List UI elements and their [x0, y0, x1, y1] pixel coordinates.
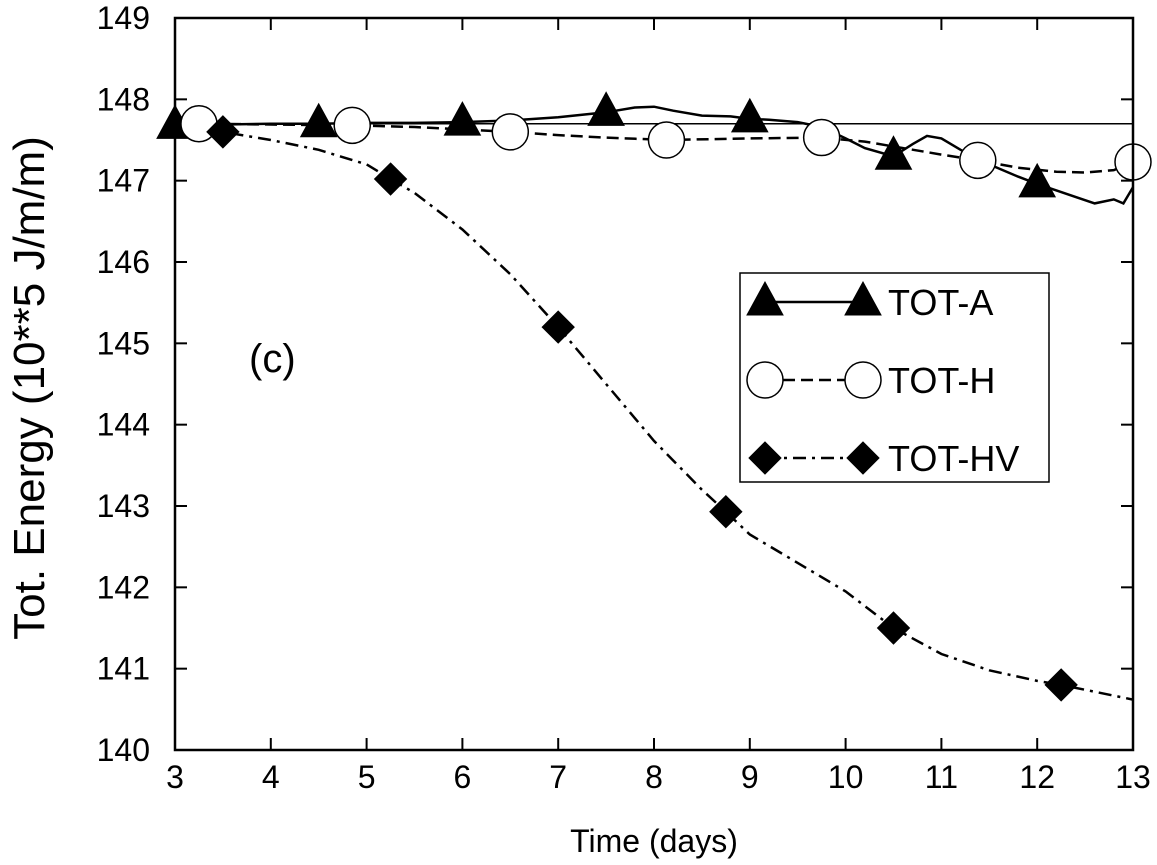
marker-tot-a — [443, 101, 482, 136]
series-markers — [156, 91, 1152, 702]
x-tick-label: 10 — [828, 759, 864, 795]
legend-label-tot-a: TOT-A — [888, 282, 993, 323]
legend-marker-tot-a — [844, 280, 882, 316]
y-tick-label: 149 — [97, 0, 150, 36]
marker-tot-hv — [373, 162, 408, 196]
legend-marker-tot-h — [844, 361, 882, 399]
y-tick-label: 148 — [97, 81, 150, 117]
x-tick-label: 9 — [741, 759, 759, 795]
x-axis-title: Time (days) — [570, 823, 738, 859]
panel-label: (c) — [249, 337, 296, 381]
legend: TOT-A TOT-H TOT-HV — [739, 272, 1050, 483]
x-tick-label: 11 — [925, 759, 958, 795]
marker-tot-hv — [1044, 668, 1078, 702]
y-tick-label: 147 — [97, 163, 150, 199]
marker-tot-h — [333, 106, 371, 145]
marker-tot-a — [587, 91, 625, 126]
marker-tot-h — [647, 121, 686, 159]
x-tick-label: 6 — [454, 759, 472, 795]
marker-tot-a — [730, 97, 769, 133]
y-tick-label: 140 — [97, 732, 150, 768]
y-tick-label: 143 — [97, 488, 150, 524]
marker-tot-hv — [206, 115, 240, 149]
y-tick-label: 146 — [97, 244, 150, 280]
marker-tot-h — [491, 113, 530, 151]
marker-tot-a — [1018, 162, 1057, 198]
y-tick-label: 145 — [97, 325, 150, 361]
marker-tot-hv — [709, 494, 743, 529]
marker-tot-a — [299, 102, 338, 138]
x-tick-label: 7 — [549, 759, 567, 795]
legend-marker-tot-h — [746, 361, 784, 399]
legend-marker-tot-hv — [846, 441, 880, 475]
series-line-tot-hv — [175, 124, 1133, 701]
x-tick-label: 12 — [1019, 759, 1055, 795]
x-tick-label: 5 — [358, 759, 376, 795]
legend-label-tot-h: TOT-H — [888, 360, 995, 401]
marker-tot-hv — [876, 611, 911, 645]
legend-marker-tot-a — [746, 280, 784, 316]
marker-tot-h — [959, 141, 997, 180]
marker-tot-h — [802, 118, 841, 157]
x-tick-label: 13 — [1115, 759, 1151, 795]
y-tick-labels: 140 141 142 143 144 145 146 147 148 149 — [97, 0, 150, 768]
x-tick-label: 8 — [645, 759, 663, 795]
legend-marker-tot-hv — [748, 441, 782, 475]
x-tick-label: 3 — [166, 759, 184, 795]
legend-label-tot-hv: TOT-HV — [888, 438, 1019, 479]
y-axis-title: Tot. Energy (10**5 J/m/m) — [5, 136, 54, 640]
x-tick-label: 4 — [262, 759, 280, 795]
y-tick-label: 141 — [97, 651, 150, 687]
marker-tot-a — [874, 135, 913, 170]
legend-box — [739, 272, 1050, 483]
x-tick-labels: 3 4 5 6 7 8 9 10 11 12 13 — [166, 759, 1151, 795]
y-tick-label: 144 — [97, 407, 150, 443]
plot-frame — [173, 16, 1135, 752]
y-tick-label: 142 — [97, 569, 150, 605]
marker-tot-hv — [541, 310, 575, 344]
